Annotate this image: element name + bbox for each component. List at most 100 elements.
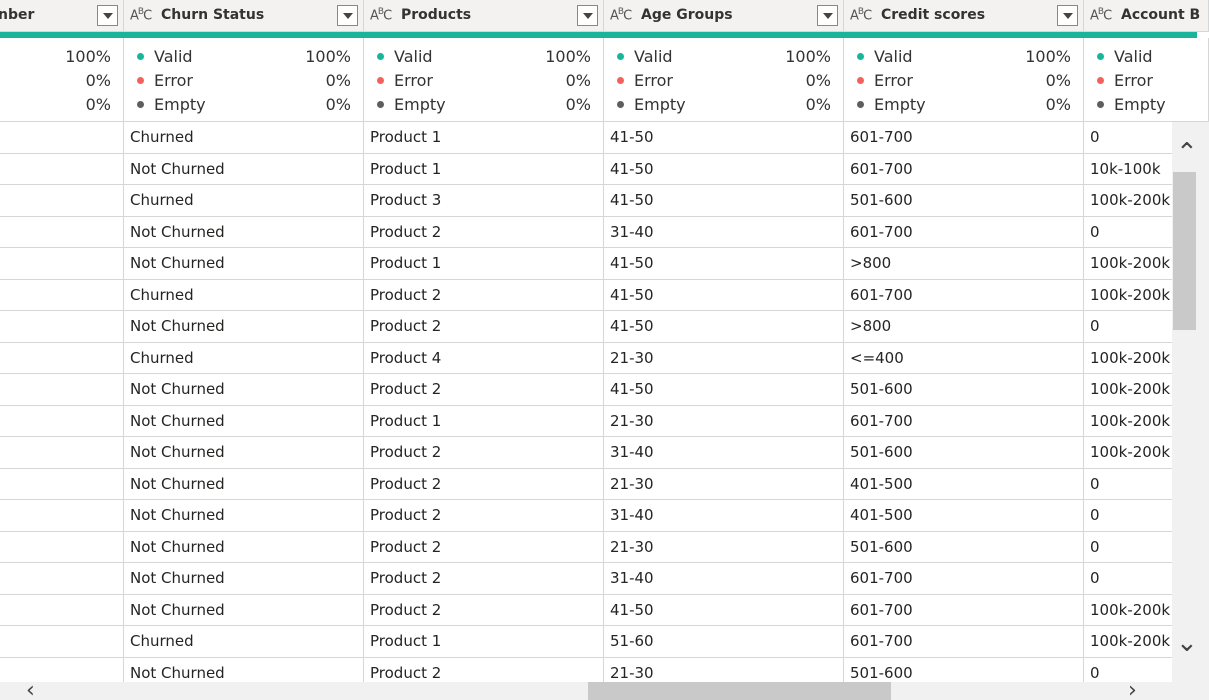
table-cell[interactable]: 0 [1084, 122, 1172, 154]
table-cell[interactable]: 601-700 [844, 563, 1084, 595]
table-cell[interactable]: 41-50 [604, 153, 844, 185]
table-cell[interactable]: 100k-200k [1084, 280, 1172, 311]
table-cell[interactable] [0, 405, 124, 437]
table-cell[interactable]: Not Churned [124, 374, 364, 406]
column-filter-dropdown-icon[interactable] [337, 5, 358, 26]
table-cell[interactable]: Not Churned [124, 437, 364, 469]
table-cell[interactable]: 100k-200k [1084, 374, 1172, 406]
table-cell[interactable]: Product 3 [364, 185, 604, 217]
table-cell[interactable]: 100k-200k [1084, 248, 1172, 280]
table-row[interactable]: Not Churned Product 2 21-30 501-600 0 [0, 657, 1172, 683]
table-row[interactable]: Not Churned Product 1 21-30 601-700 100k-200… [0, 405, 1172, 437]
table-row[interactable]: Not Churned Product 1 41-50 601-700 10k-100k [0, 153, 1172, 185]
table-cell[interactable]: 10k-100k [1084, 154, 1172, 185]
table-cell[interactable]: 41-50 [604, 185, 844, 217]
table-cell[interactable]: 501-600 [844, 437, 1084, 469]
table-cell[interactable]: 401-500 [844, 500, 1084, 532]
table-row[interactable]: Not Churned Product 2 31-40 601-700 0 [0, 563, 1172, 595]
table-cell[interactable]: 41-50 [604, 311, 844, 343]
table-cell[interactable] [0, 122, 124, 154]
table-cell[interactable]: 601-700 [844, 279, 1084, 311]
table-cell[interactable]: Churned [124, 626, 364, 658]
table-cell[interactable]: 21-30 [604, 342, 844, 374]
table-cell[interactable]: 31-40 [604, 216, 844, 248]
table-cell[interactable]: 21-30 [604, 405, 844, 437]
table-cell[interactable]: 0 [1084, 532, 1172, 563]
table-cell[interactable]: 601-700 [844, 122, 1084, 154]
table-cell[interactable]: Not Churned [124, 311, 364, 343]
table-cell[interactable]: Product 1 [364, 405, 604, 437]
table-cell[interactable]: Product 2 [364, 468, 604, 500]
table-cell[interactable]: Not Churned [124, 153, 364, 185]
table-cell[interactable]: 0 [1084, 311, 1172, 343]
table-cell[interactable]: Product 2 [364, 374, 604, 406]
table-cell[interactable]: 41-50 [604, 374, 844, 406]
column-filter-dropdown-icon[interactable] [97, 5, 118, 26]
table-row[interactable]: Churned Product 2 41-50 601-700 100k-200k [0, 279, 1172, 311]
table-cell[interactable]: 31-40 [604, 437, 844, 469]
table-cell[interactable]: 0 [1084, 658, 1172, 683]
table-cell[interactable]: 100k-200k [1084, 437, 1172, 469]
table-cell[interactable]: Product 2 [364, 311, 604, 343]
table-row[interactable]: Not Churned Product 2 41-50 601-700 100k-200… [0, 594, 1172, 626]
table-cell[interactable] [0, 279, 124, 311]
table-cell[interactable]: 51-60 [604, 626, 844, 658]
column-filter-dropdown-icon[interactable] [577, 5, 598, 26]
table-cell[interactable]: 601-700 [844, 153, 1084, 185]
table-cell[interactable]: 100k-200k [1084, 343, 1172, 374]
horizontal-scrollbar[interactable]: ‹ › [0, 678, 1209, 700]
table-cell[interactable] [0, 374, 124, 406]
table-cell[interactable]: 501-600 [844, 657, 1084, 682]
column-header[interactable]: ABC Credit scores [844, 0, 1084, 32]
scrollbar-thumb[interactable] [1173, 172, 1196, 330]
table-cell[interactable]: 401-500 [844, 468, 1084, 500]
table-cell[interactable]: >800 [844, 311, 1084, 343]
column-filter-dropdown-icon[interactable] [1057, 5, 1078, 26]
table-cell[interactable]: 0 [1084, 217, 1172, 248]
table-cell[interactable]: 0 [1084, 500, 1172, 532]
table-row[interactable]: Churned Product 4 21-30 <=400 100k-200k [0, 342, 1172, 374]
scrollbar-thumb[interactable] [588, 682, 891, 700]
table-cell[interactable] [0, 185, 124, 217]
scroll-right-icon[interactable]: › [1128, 678, 1137, 700]
table-cell[interactable]: 41-50 [604, 279, 844, 311]
table-cell[interactable]: Product 1 [364, 248, 604, 280]
column-header[interactable]: ABC Churn Status [124, 0, 364, 32]
table-cell[interactable]: Product 2 [364, 563, 604, 595]
table-cell[interactable]: Not Churned [124, 563, 364, 595]
table-cell[interactable]: Product 1 [364, 626, 604, 658]
column-header[interactable]: nber [0, 0, 124, 32]
table-cell[interactable]: 21-30 [604, 657, 844, 682]
table-cell[interactable]: 31-40 [604, 500, 844, 532]
table-row[interactable]: Not Churned Product 2 41-50 >800 0 [0, 311, 1172, 343]
table-cell[interactable]: Product 2 [364, 216, 604, 248]
table-cell[interactable]: 501-600 [844, 374, 1084, 406]
table-cell[interactable]: 21-30 [604, 468, 844, 500]
table-row[interactable]: Not Churned Product 2 31-40 501-600 100k-200… [0, 437, 1172, 469]
table-cell[interactable] [0, 563, 124, 595]
table-cell[interactable]: 100k-200k [1084, 406, 1172, 437]
table-cell[interactable]: 601-700 [844, 405, 1084, 437]
table-cell[interactable]: Product 1 [364, 122, 604, 154]
scroll-down-icon[interactable]: ⌄ [1176, 628, 1198, 658]
table-cell[interactable]: 601-700 [844, 216, 1084, 248]
table-cell[interactable] [0, 531, 124, 563]
abc-text-type-icon[interactable]: ABC [370, 7, 392, 24]
table-cell[interactable]: Not Churned [124, 216, 364, 248]
table-cell[interactable]: Product 2 [364, 500, 604, 532]
table-cell[interactable]: Not Churned [124, 594, 364, 626]
table-cell[interactable]: Not Churned [124, 657, 364, 682]
table-cell[interactable] [0, 657, 124, 682]
table-cell[interactable]: 41-50 [604, 248, 844, 280]
scroll-up-icon[interactable]: ⌃ [1176, 138, 1198, 168]
table-cell[interactable]: 100k-200k [1084, 185, 1172, 217]
table-cell[interactable]: 100k-200k [1084, 595, 1172, 626]
column-header[interactable]: ABC Products [364, 0, 604, 32]
table-row[interactable]: Churned Product 1 51-60 601-700 100k-200k [0, 626, 1172, 658]
column-filter-dropdown-icon[interactable] [817, 5, 838, 26]
table-cell[interactable] [0, 342, 124, 374]
table-cell[interactable]: 100k-200k [1084, 626, 1172, 658]
table-cell[interactable] [0, 153, 124, 185]
table-cell[interactable]: >800 [844, 248, 1084, 280]
